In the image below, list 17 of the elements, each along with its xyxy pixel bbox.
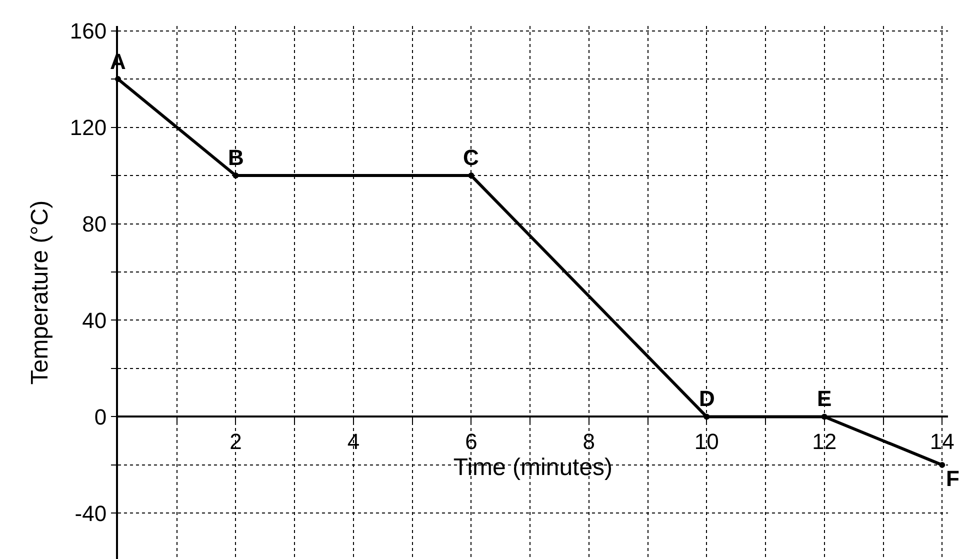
x-tick-label: 10	[694, 429, 719, 454]
annotation: D	[699, 386, 715, 411]
y-tick-label: 0	[94, 404, 107, 430]
y-tick-label: 40	[82, 308, 107, 333]
annotation: B	[228, 145, 244, 170]
y-tick-label: -40	[74, 500, 107, 526]
x-tick-label: 4	[347, 429, 360, 454]
annotation: C	[463, 145, 479, 170]
y-tick-label: 160	[70, 18, 107, 44]
x-tick-label: 14	[930, 429, 954, 454]
x-tick-label: 12	[812, 429, 837, 454]
x-axis-title: Time (minutes)	[453, 454, 613, 482]
annotation: E	[817, 386, 832, 411]
y-axis-title: Temperature (°C)	[26, 200, 54, 385]
y-tick-label: 80	[82, 211, 107, 236]
annotation: F	[946, 466, 960, 491]
y-tick-label: 120	[70, 114, 107, 140]
